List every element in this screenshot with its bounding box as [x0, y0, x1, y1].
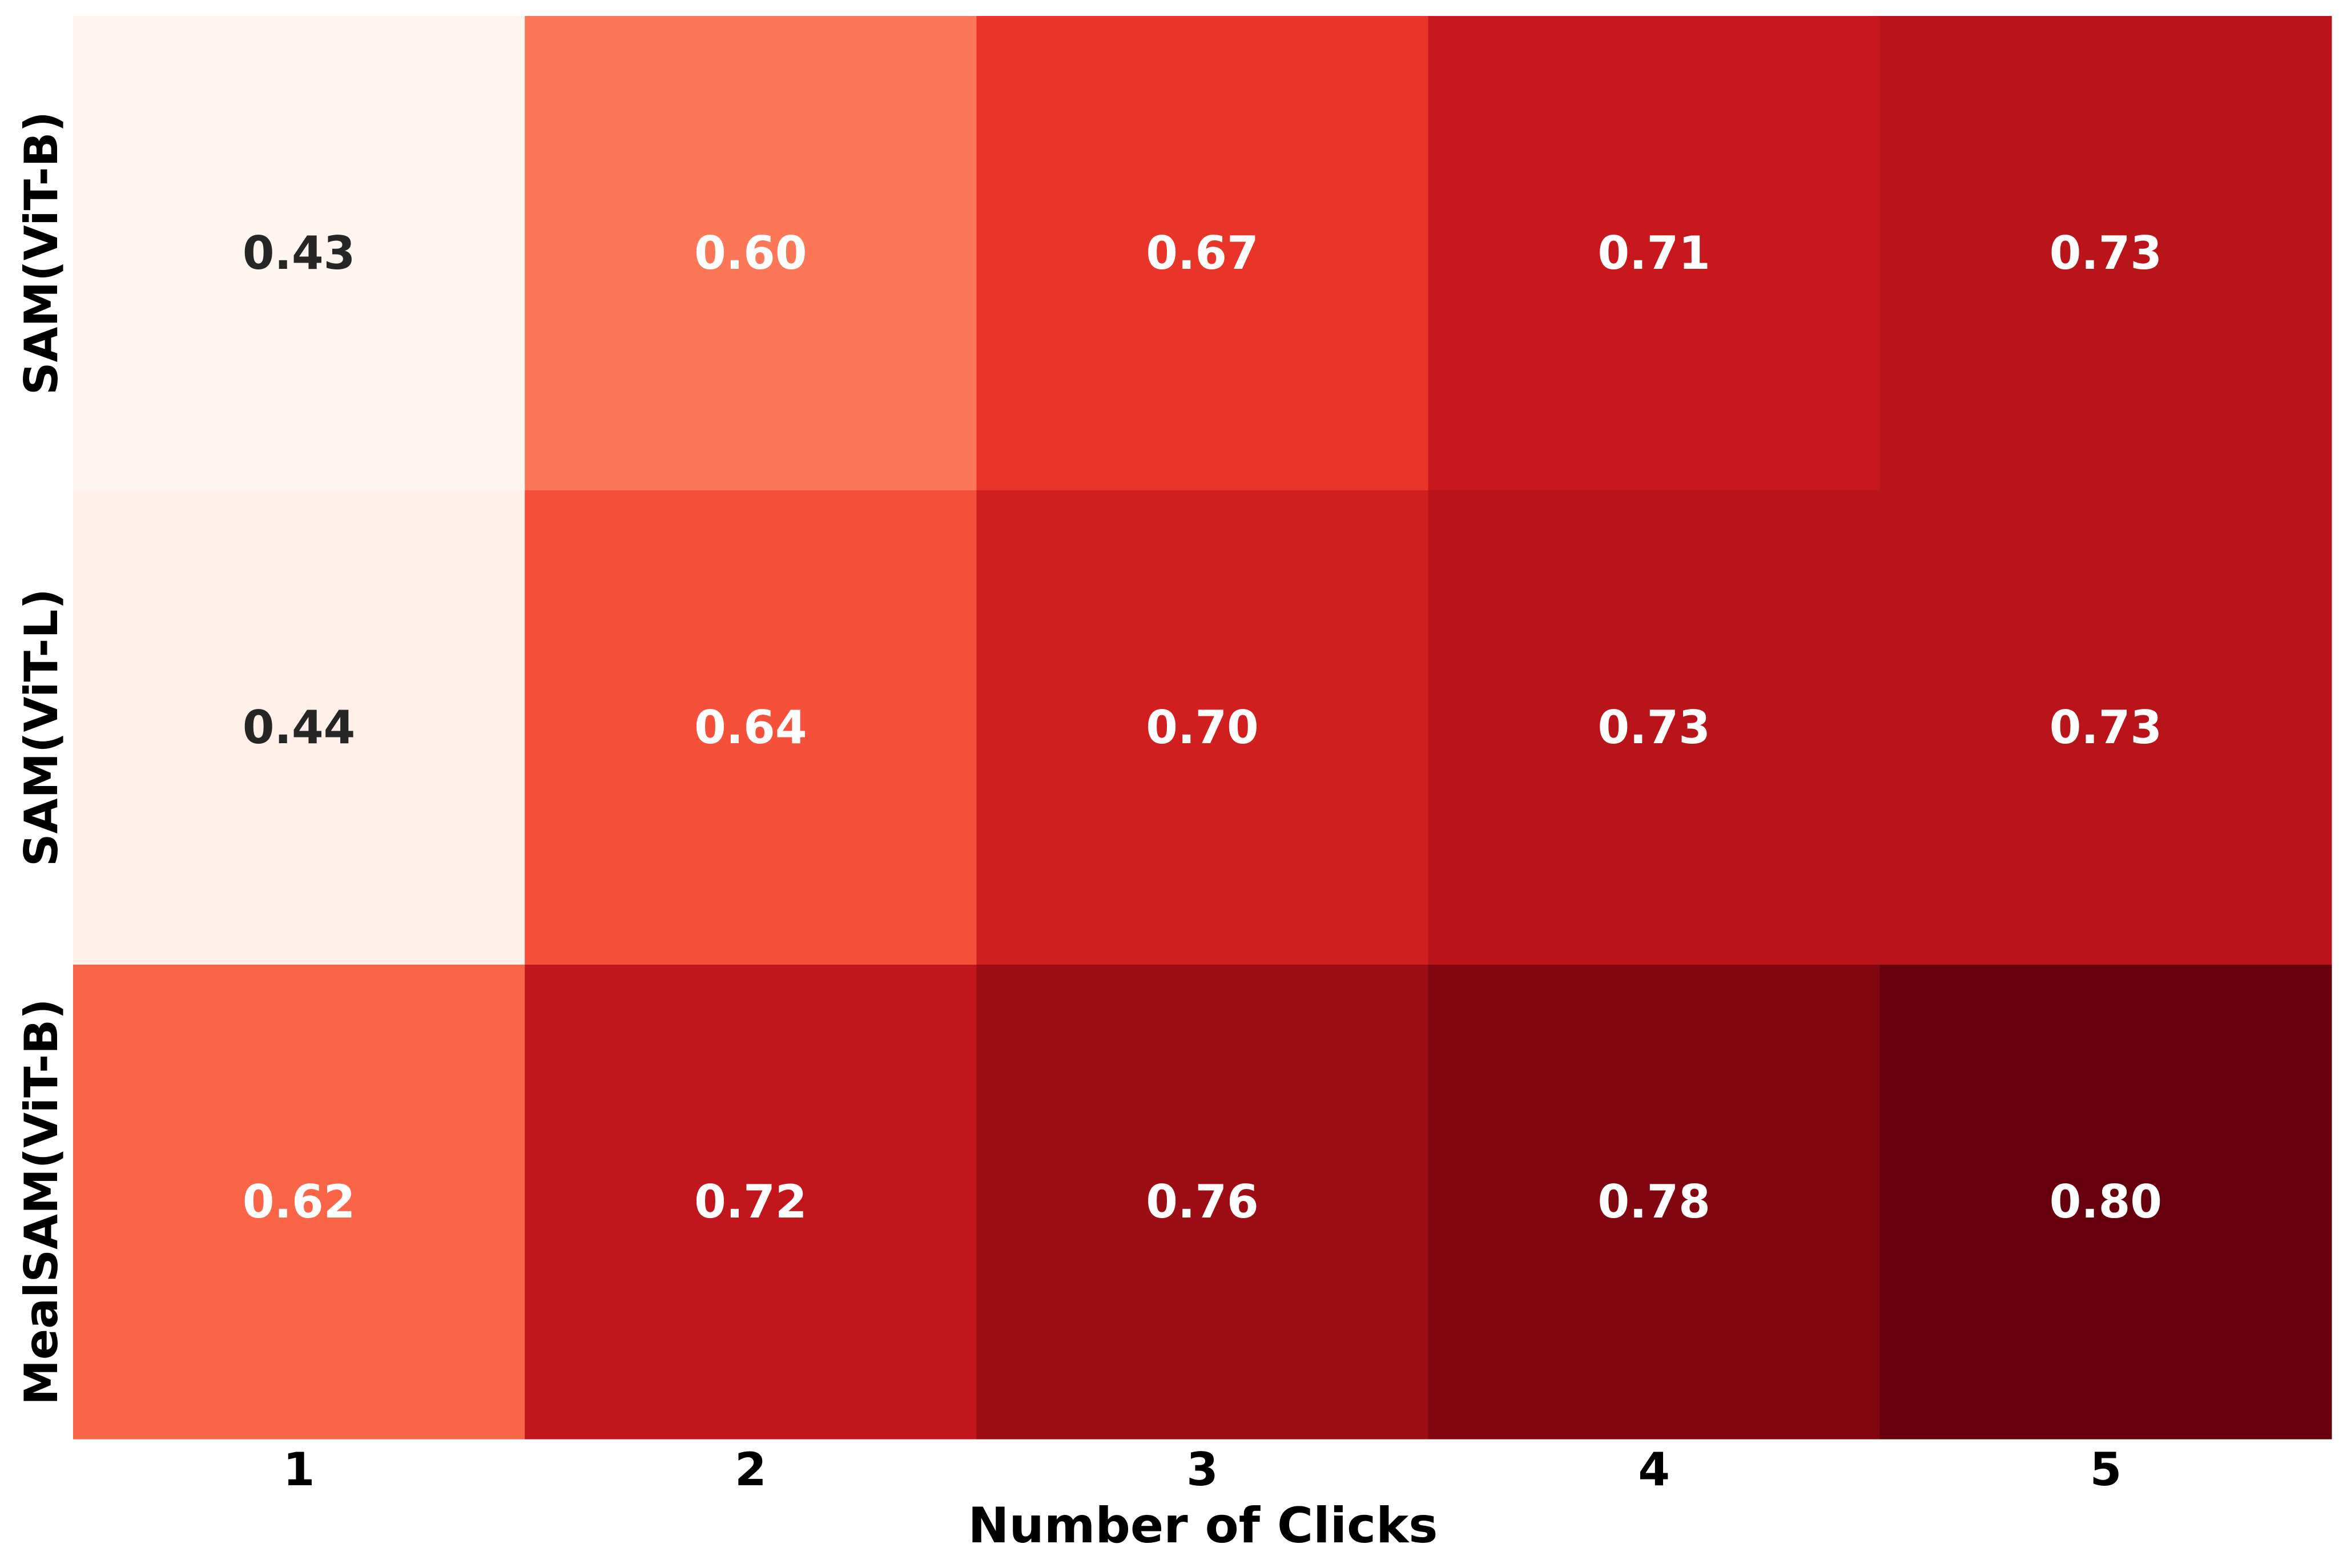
heatmap-value-label: 0.43 — [243, 227, 355, 280]
heatmap-cell — [73, 965, 525, 1440]
heatmap-cell — [1879, 16, 2332, 491]
heatmap-value-label: 0.73 — [1598, 701, 1710, 754]
heatmap-value-label: 0.73 — [2050, 227, 2162, 280]
heatmap-value-label: 0.70 — [1146, 701, 1258, 754]
heatmap-cells — [73, 16, 2332, 1440]
x-axis-ticks: 1 2 3 4 5 — [283, 1443, 2121, 1496]
heatmap-value-label: 0.60 — [694, 227, 807, 280]
heatmap-cell — [1428, 490, 1881, 965]
heatmap-cell — [525, 16, 977, 491]
heatmap-value-label: 0.72 — [694, 1175, 807, 1228]
heatmap-value-label: 0.80 — [2050, 1175, 2162, 1228]
y-tick-label: MealSAM(ViT-B) — [15, 998, 68, 1405]
heatmap-cell — [976, 965, 1429, 1440]
heatmap-value-label: 0.62 — [243, 1175, 355, 1228]
heatmap-cell — [73, 490, 525, 965]
x-tick-label: 2 — [735, 1443, 767, 1496]
x-tick-label: 4 — [1638, 1443, 1670, 1496]
heatmap-cell — [976, 490, 1429, 965]
heatmap-cell — [1428, 16, 1881, 491]
heatmap-cell — [1879, 965, 2332, 1440]
heatmap-cell — [525, 490, 977, 965]
x-axis-label: Number of Clicks — [968, 1497, 1438, 1554]
heatmap-value-label: 0.71 — [1598, 227, 1710, 280]
heatmap-value-label: 0.78 — [1598, 1175, 1710, 1228]
heatmap-value-label: 0.67 — [1146, 227, 1258, 280]
heatmap-value-label: 0.73 — [2050, 701, 2162, 754]
heatmap-cell — [976, 16, 1429, 491]
heatmap-value-labels: 0.43 0.60 0.67 0.71 0.73 0.44 0.64 0.70 0.73 0.73… — [243, 227, 2162, 1228]
heatmap-value-label: 0.76 — [1146, 1175, 1258, 1228]
y-tick-label: SAM(ViT-B) — [15, 111, 68, 395]
x-tick-label: 1 — [283, 1443, 315, 1496]
heatmap-cell — [525, 965, 977, 1440]
heatmap-value-label: 0.44 — [243, 701, 355, 754]
x-tick-label: 3 — [1186, 1443, 1218, 1496]
y-axis-ticks: SAM(ViT-B) SAM(ViT-L) MealSAM(ViT-B) — [15, 111, 68, 1405]
heatmap-value-label: 0.64 — [694, 701, 807, 754]
x-tick-label: 5 — [2090, 1443, 2122, 1496]
y-tick-label: SAM(ViT-L) — [15, 588, 68, 866]
heatmap-cell — [1428, 965, 1881, 1440]
heatmap-cell — [73, 16, 525, 491]
heatmap-cell — [1879, 490, 2332, 965]
